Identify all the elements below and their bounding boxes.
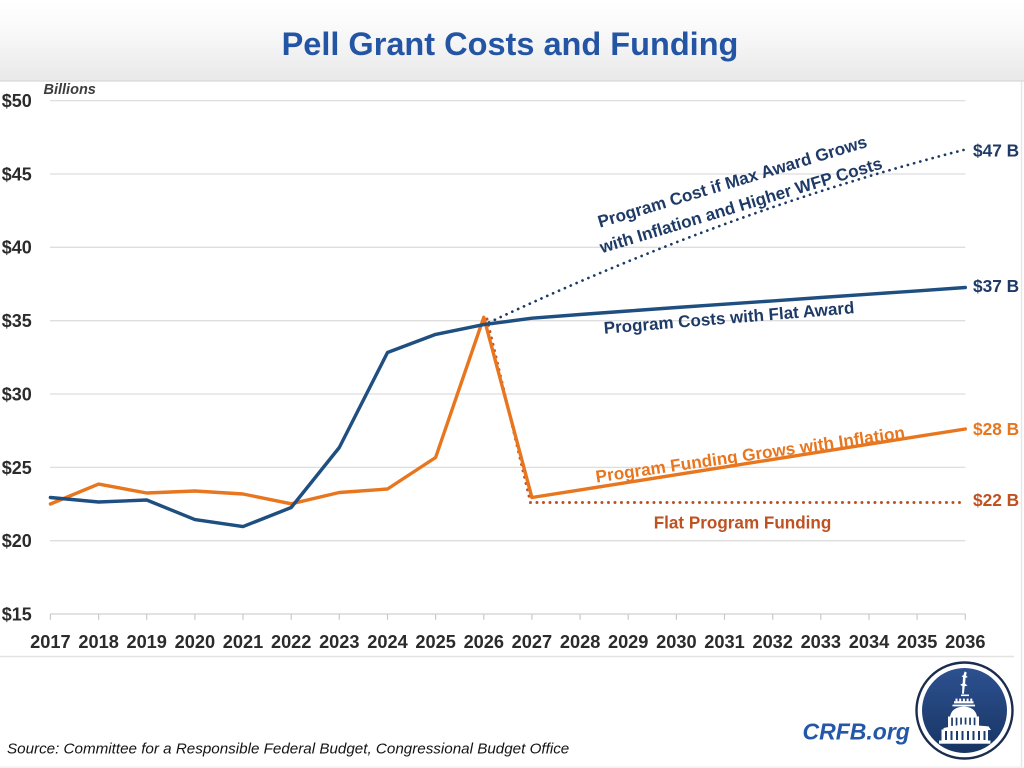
svg-text:2019: 2019 <box>126 632 166 652</box>
svg-text:$37 B: $37 B <box>973 276 1019 296</box>
svg-text:$20: $20 <box>2 531 32 551</box>
svg-text:2024: 2024 <box>367 632 408 652</box>
svg-text:$25: $25 <box>2 458 32 478</box>
svg-text:Billions: Billions <box>44 82 96 98</box>
svg-text:2018: 2018 <box>78 632 118 652</box>
svg-text:2030: 2030 <box>656 632 696 652</box>
svg-text:2020: 2020 <box>175 632 215 652</box>
svg-text:$40: $40 <box>2 238 32 258</box>
svg-text:2017: 2017 <box>30 632 70 652</box>
svg-text:2021: 2021 <box>223 632 263 652</box>
svg-text:2031: 2031 <box>704 632 744 652</box>
svg-text:$30: $30 <box>2 384 32 404</box>
svg-text:$50: $50 <box>2 91 32 111</box>
svg-text:CRFB.org: CRFB.org <box>803 719 910 745</box>
svg-text:2025: 2025 <box>415 632 455 652</box>
svg-text:2027: 2027 <box>512 632 552 652</box>
svg-text:2022: 2022 <box>271 632 311 652</box>
svg-text:2036: 2036 <box>945 632 985 652</box>
svg-text:$15: $15 <box>2 604 32 624</box>
svg-text:2023: 2023 <box>319 632 359 652</box>
svg-text:Flat Program Funding: Flat Program Funding <box>654 514 832 533</box>
svg-text:2026: 2026 <box>464 632 504 652</box>
svg-text:$35: $35 <box>2 311 32 331</box>
svg-text:2032: 2032 <box>752 632 792 652</box>
svg-text:2029: 2029 <box>608 632 648 652</box>
svg-text:$47 B: $47 B <box>973 141 1019 161</box>
svg-text:2028: 2028 <box>560 632 600 652</box>
svg-text:$28 B: $28 B <box>973 419 1019 439</box>
svg-text:Program Funding Grows with Inf: Program Funding Grows with Inflation <box>594 422 906 486</box>
svg-text:$45: $45 <box>2 164 32 184</box>
svg-text:2033: 2033 <box>801 632 841 652</box>
svg-text:Pell Grant Costs and Funding: Pell Grant Costs and Funding <box>282 26 739 62</box>
svg-text:2034: 2034 <box>849 632 890 652</box>
svg-text:Source: Committee for a Respon: Source: Committee for a Responsible Fede… <box>7 741 569 758</box>
svg-text:$22 B: $22 B <box>973 490 1019 510</box>
svg-text:2035: 2035 <box>897 632 937 652</box>
